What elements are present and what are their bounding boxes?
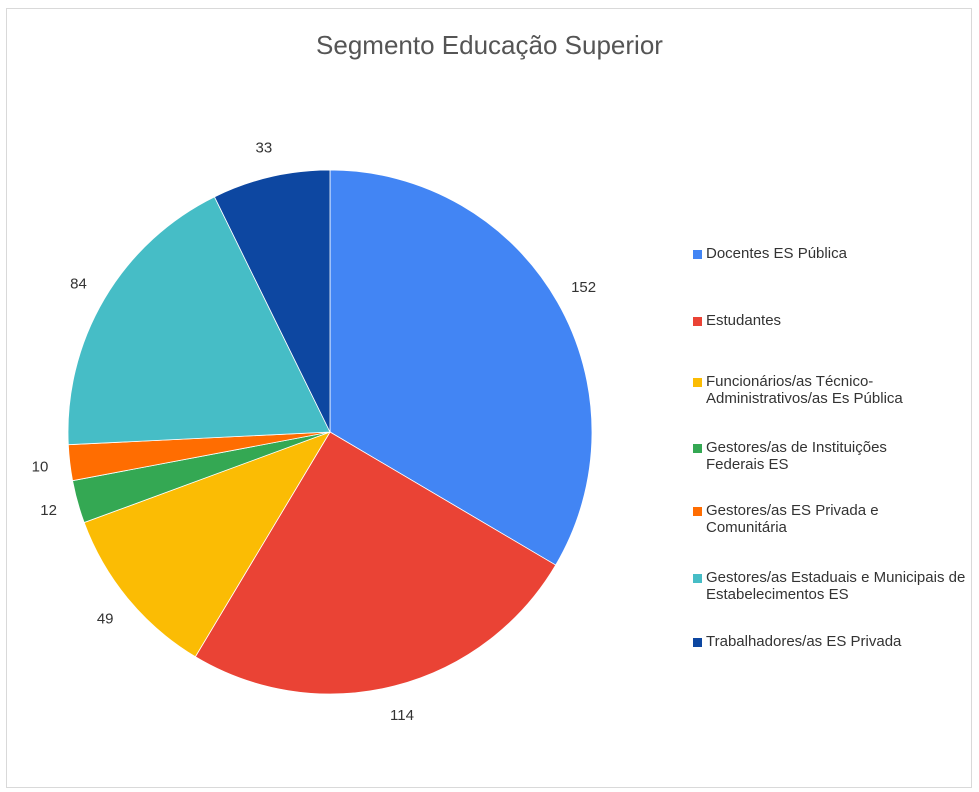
legend-item-trabalhadores: Trabalhadores/as ES Privada [693, 633, 971, 650]
slice-value-label: 152 [571, 279, 596, 296]
legend-label: Estudantes [706, 312, 971, 329]
legend-item-estudantes: Estudantes [693, 312, 971, 329]
legend-swatch-icon [693, 378, 702, 387]
legend-swatch-icon [693, 317, 702, 326]
legend-label: Gestores/as ES Privada e Comunitária [706, 502, 906, 536]
legend-item-gestores-federais: Gestores/as de Instituições Federais ES [693, 439, 941, 473]
slice-value-label: 114 [390, 707, 414, 724]
legend-swatch-icon [693, 507, 702, 516]
legend-label: Funcionários/as Técnico-Administrativos/… [706, 373, 946, 407]
legend-swatch-icon [693, 444, 702, 453]
slice-value-label: 49 [97, 610, 114, 627]
legend-swatch-icon [693, 250, 702, 259]
slice-value-label: 10 [32, 458, 49, 475]
legend-swatch-icon [693, 574, 702, 583]
legend-item-gestores-estaduais: Gestores/as Estaduais e Municipais de Es… [693, 569, 971, 603]
legend-label: Trabalhadores/as ES Privada [706, 633, 971, 650]
slice-value-label: 12 [40, 502, 57, 519]
legend-swatch-icon [693, 638, 702, 647]
legend-item-funcionarios: Funcionários/as Técnico-Administrativos/… [693, 373, 946, 407]
legend-label: Docentes ES Pública [706, 245, 971, 262]
slice-value-label: 84 [70, 276, 87, 293]
legend-item-docentes: Docentes ES Pública [693, 245, 971, 262]
slice-value-label: 33 [256, 140, 273, 157]
legend-item-gestores-privada: Gestores/as ES Privada e Comunitária [693, 502, 906, 536]
legend-label: Gestores/as de Instituições Federais ES [706, 439, 941, 473]
legend-label: Gestores/as Estaduais e Municipais de Es… [706, 569, 971, 603]
